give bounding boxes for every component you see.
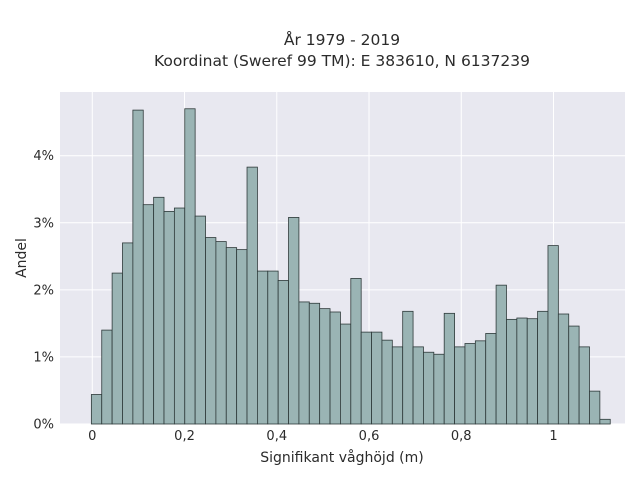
histogram-bar [547,245,559,425]
histogram-bar [350,278,362,425]
histogram-bar [506,318,518,425]
histogram-bar [381,339,393,425]
histogram-bar [329,311,341,425]
histogram-bar [90,394,103,425]
histogram-bar [153,196,165,425]
histogram-bar [589,390,601,425]
y-tick-label: 2% [33,283,54,298]
x-tick-label: 0,2 [174,429,195,444]
histogram-bar [454,346,466,425]
y-axis-ticks: 0% 1% 2% 3% 4% [33,149,54,432]
histogram-bar [599,418,611,425]
histogram-bar [308,302,321,425]
histogram-bar [537,310,549,425]
x-tick-label: 1 [549,429,557,444]
histogram-bar [412,346,424,425]
histogram-bar [526,318,538,425]
y-axis-label: Andel [14,238,30,278]
histogram-bar [122,242,134,425]
histogram-bar [485,333,497,425]
x-tick-label: 0,6 [359,429,380,444]
histogram-bar [360,331,372,425]
histogram-bar [194,215,206,425]
histogram-bar [474,340,487,425]
histogram-bar [246,166,258,425]
histogram-bar [464,343,476,425]
histogram-bar [298,301,310,425]
histogram-bar [277,280,289,425]
histogram-bar [516,317,528,425]
histogram-bar [423,351,435,425]
histogram-bar [236,249,248,425]
histogram-bar [391,346,404,425]
histogram-bar [163,210,175,425]
chart-title-line-1: År 1979 - 2019 [284,30,400,49]
histogram-bar [495,284,507,425]
x-tick-label: 0 [88,429,96,444]
histogram-bar [340,323,352,425]
histogram-bar [225,247,238,425]
histogram-bar [215,241,227,425]
histogram-bars [90,108,611,425]
histogram-bar [142,204,155,425]
histogram-bar [371,331,383,425]
x-axis-ticks: 0 0,2 0,4 0,6 0,8 1 [88,429,558,444]
histogram-bar [433,353,445,425]
chart-title-line-2: Koordinat (Sweref 99 TM): E 383610, N 61… [154,52,530,70]
histogram-bar [402,310,414,425]
histogram-bar [288,217,300,425]
histogram-bar [173,207,186,425]
histogram-bar [568,325,580,425]
y-tick-label: 1% [33,350,54,365]
y-tick-label: 3% [33,216,54,231]
x-axis-label: Signifikant våghöjd (m) [260,449,423,466]
histogram-bar [267,270,279,425]
histogram-bar [257,270,269,425]
y-tick-label: 0% [33,418,54,433]
histogram-bar [205,237,217,425]
histogram-bar [319,308,331,425]
histogram-bar [443,312,455,425]
histogram-bar [184,108,196,425]
histogram-bar [578,346,590,425]
y-tick-label: 4% [33,149,54,164]
x-tick-label: 0,4 [266,429,287,444]
x-tick-label: 0,8 [451,429,472,444]
histogram-bar [111,272,123,425]
histogram-bar [101,329,113,425]
histogram-bar [132,109,144,425]
histogram-bar [557,313,570,425]
